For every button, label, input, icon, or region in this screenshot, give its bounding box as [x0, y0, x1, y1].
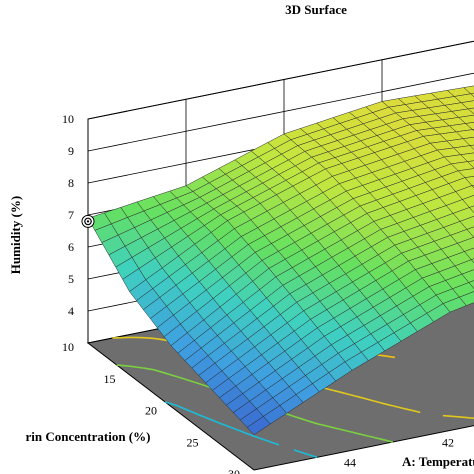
z-tick-label: 10: [62, 112, 74, 126]
z-tick-label: 4: [68, 304, 74, 318]
y-tick-label: 10: [62, 340, 74, 354]
chart-title: 3D Surface: [285, 2, 347, 17]
z-tick-label: 6: [68, 240, 74, 254]
z-gridline: [87, 104, 474, 184]
response-surface: [87, 85, 474, 436]
z-tick-label: 9: [68, 144, 74, 158]
z-tick-label: 8: [68, 176, 74, 190]
x-tick-label: 42: [442, 436, 454, 450]
z-tick-label: 7: [68, 208, 74, 222]
contour-line: [164, 401, 318, 459]
z-tick-label: 5: [68, 272, 74, 286]
marker-dot: [86, 220, 90, 223]
z-gridline: [87, 72, 474, 152]
z-axis-label: Humidity (%): [8, 196, 23, 274]
y-tick-label: 25: [187, 435, 199, 449]
y-axis-label: rin Concentration (%): [26, 429, 151, 444]
y-tick-label: 30: [228, 467, 240, 474]
tick-labels: 456789101015202530464442: [62, 112, 454, 474]
y-tick-label: 15: [104, 372, 116, 386]
z-gridline: [87, 40, 474, 120]
surface-cell: [246, 416, 271, 436]
design-point-marker: [81, 214, 95, 228]
y-tick-label: 20: [145, 404, 157, 418]
x-tick-label: 44: [344, 455, 356, 469]
marker-ring: [84, 217, 92, 226]
x-axis-label: A: Temperature: [402, 454, 474, 469]
